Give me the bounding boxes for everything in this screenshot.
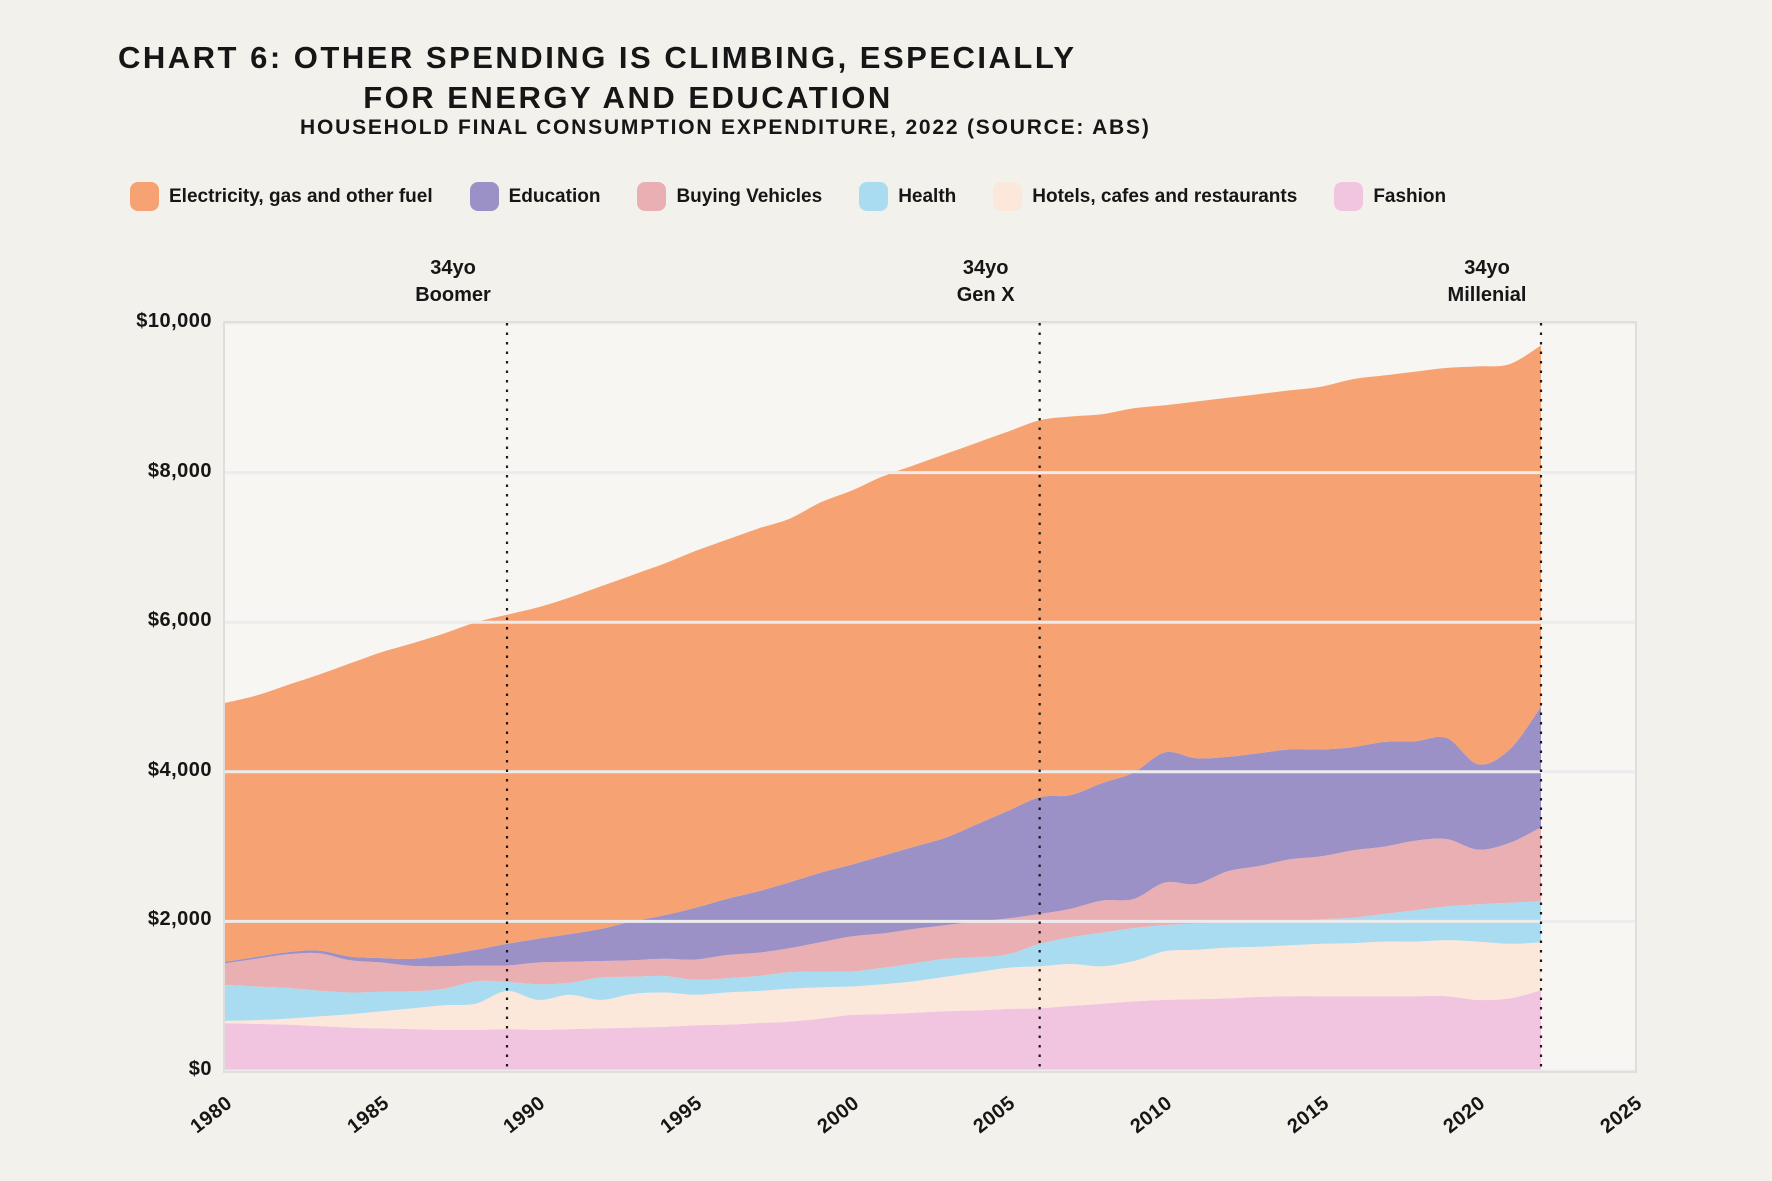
x-tick-label: 1995 (656, 1092, 707, 1138)
legend-item-education: Education (469, 182, 601, 211)
x-tick-label: 2005 (969, 1092, 1020, 1138)
annotation-line1: 34yo (962, 257, 1009, 279)
legend-label: Education (508, 185, 601, 207)
chart-subtitle: HOUSEHOLD FINAL CONSUMPTION EXPENDITURE,… (300, 116, 1151, 139)
annotation-line1: 34yo (1464, 257, 1510, 279)
legend-item-vehicles: Buying Vehicles (637, 182, 822, 211)
legend-item-fashion: Fashion (1334, 182, 1446, 211)
x-tick-label: 2000 (813, 1092, 864, 1138)
x-tick-label: 2020 (1439, 1092, 1490, 1138)
legend-label: Health (898, 185, 957, 207)
x-tick-label: 1990 (499, 1092, 550, 1138)
legend-label: Fashion (1373, 185, 1447, 207)
legend-label: Hotels, cafes and restaurants (1032, 185, 1298, 207)
plot-area (223, 321, 1637, 1073)
x-tick-label: 1980 (186, 1092, 237, 1138)
legend-item-electricity: Electricity, gas and other fuel (130, 182, 433, 211)
x-tick-label: 2010 (1126, 1092, 1177, 1138)
chart-title: CHART 6: OTHER SPENDING IS CLIMBING, ESP… (118, 38, 1138, 118)
y-tick-label: $6,000 (147, 609, 212, 632)
x-tick-label: 2025 (1596, 1092, 1647, 1138)
chart-title-line1: CHART 6: OTHER SPENDING IS CLIMBING, ESP… (118, 40, 1077, 75)
vehicles-swatch-icon (637, 182, 667, 211)
y-tick-label: $0 (188, 1058, 212, 1080)
annotation-line2: Boomer (415, 284, 491, 306)
y-tick-label: $4,000 (147, 758, 212, 781)
annotation-boomer: 34yo Boomer (343, 255, 563, 309)
stacked-area-chart (225, 323, 1635, 1071)
y-tick-label: $8,000 (147, 459, 212, 482)
legend-label: Buying Vehicles (676, 185, 823, 207)
electricity-swatch-icon (130, 182, 159, 211)
y-tick-label: $10,000 (136, 310, 212, 332)
chart-title-line2: FOR ENERGY AND EDUCATION (363, 80, 893, 115)
legend-item-hotels: Hotels, cafes and restaurants (993, 182, 1297, 211)
legend-item-health: Health (859, 182, 956, 211)
y-tick-label: $2,000 (147, 908, 212, 931)
health-swatch-icon (859, 182, 889, 211)
education-swatch-icon (469, 182, 499, 211)
annotation-line2: Gen X (956, 284, 1015, 306)
annotation-line1: 34yo (430, 257, 476, 279)
x-tick-label: 2015 (1283, 1092, 1334, 1138)
annotation-millenial: 34yo Millenial (1377, 255, 1597, 309)
legend-label: Electricity, gas and other fuel (169, 185, 433, 207)
hotels-swatch-icon (993, 182, 1023, 211)
annotation-genx: 34yo Gen X (876, 255, 1096, 309)
annotation-line2: Millenial (1447, 284, 1527, 306)
fashion-swatch-icon (1334, 182, 1364, 211)
legend: Electricity, gas and other fuel Educatio… (130, 182, 1446, 211)
x-tick-label: 1985 (343, 1092, 394, 1138)
